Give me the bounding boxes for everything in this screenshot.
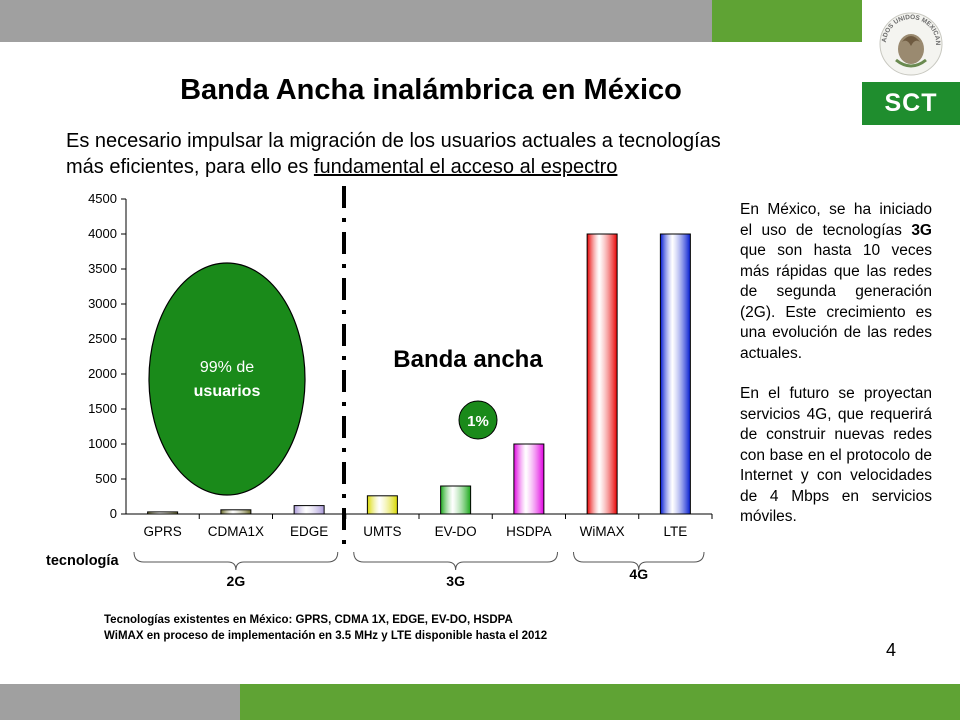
footnote: Tecnologías existentes en México: GPRS, …	[104, 612, 547, 644]
y-tick-label: 4000	[88, 226, 117, 241]
page-number: 4	[886, 640, 897, 660]
big-bubble-line-2: usuarios	[194, 383, 261, 400]
bottom-green-bar	[240, 684, 960, 720]
side-p1-bold: 3G	[911, 221, 932, 239]
side-p1-text: En México, se ha iniciado el uso de tecn…	[740, 201, 932, 239]
group-label-4g: 4G	[629, 566, 648, 582]
mexican-seal-logo: ESTADOS UNIDOS MEXICANOS	[878, 2, 943, 76]
bar-gprs	[147, 511, 179, 515]
group-brace-2g	[133, 551, 339, 571]
side-paragraph-1: En México, se ha iniciado el uso de tecn…	[740, 200, 932, 364]
side-paragraph-2: En el futuro se proyectan servicios 4G, …	[740, 385, 932, 525]
x-tick-label-cdma1x: CDMA1X	[208, 524, 264, 539]
bar-lte	[659, 233, 691, 515]
top-green-bar	[712, 0, 862, 42]
group-label-2g: 2G	[227, 573, 246, 589]
subtitle-line-2: más eficientes, para ello es fundamental…	[66, 154, 617, 180]
y-tick-label: 2500	[88, 331, 117, 346]
y-tick-label: 3500	[88, 261, 117, 276]
x-tick-label-ev-do: EV-DO	[435, 524, 477, 539]
group-brace-4g	[573, 551, 705, 571]
x-tick-label-gprs: GPRS	[143, 524, 181, 539]
y-tick-label: 4500	[88, 191, 117, 206]
y-tick-label: 2000	[88, 366, 117, 381]
x-tick-label-hsdpa: HSDPA	[506, 524, 552, 539]
bar-wimax	[586, 233, 618, 515]
subtitle-line-2-text: más eficientes, para ello es	[66, 156, 314, 178]
side-p1-text-end: que son hasta 10 veces más rápidas que l…	[740, 242, 932, 362]
y-tick-label: 0	[110, 506, 117, 521]
side-text: En México, se ha iniciado el uso de tecn…	[740, 200, 932, 528]
top-gray-bar	[0, 0, 712, 42]
subtitle-underlined-text: fundamental el acceso al espectro	[313, 156, 618, 178]
bar-hsdpa	[513, 443, 545, 515]
x-tick-label-wimax: WiMAX	[580, 524, 625, 539]
subtitle-line-1: Es necesario impulsar la migración de lo…	[66, 130, 721, 152]
bar-umts	[366, 495, 398, 515]
x-tick-label-edge: EDGE	[290, 524, 328, 539]
group-label-3g: 3G	[446, 573, 465, 589]
sct-logo-label: SCT	[862, 82, 960, 125]
big-bubble-line-1: 99% de	[200, 359, 254, 376]
x-tick-label-lte: LTE	[663, 524, 687, 539]
small-bubble-label: 1%	[467, 413, 489, 430]
y-tick-label: 1000	[88, 436, 117, 451]
technology-chart: 0 500 1000 1500 2000 2500 3000 3500 4000 4500 GPRS…	[46, 186, 713, 589]
y-tick-label: 1500	[88, 401, 117, 416]
bar-edge	[293, 505, 325, 515]
small-bubble	[458, 400, 498, 440]
footnote-line-1: Tecnologías existentes en México: GPRS, …	[104, 614, 513, 626]
x-tick-label-umts: UMTS	[363, 524, 401, 539]
y-tick-label: 3000	[88, 296, 117, 311]
big-bubble	[148, 262, 306, 496]
slide-title: Banda Ancha inalámbrica en México	[180, 74, 682, 106]
group-brace-3g	[353, 551, 558, 571]
footnote-line-2: WiMAX en proceso de implementación en 3.…	[104, 630, 548, 642]
bar-cdma1x	[220, 509, 252, 515]
y-tick-label: 500	[95, 471, 117, 486]
broadband-label: Banda ancha	[393, 346, 543, 373]
x-axis-label: tecnología	[46, 553, 119, 569]
bottom-gray-bar	[0, 684, 240, 720]
bar-ev-do	[440, 485, 472, 515]
